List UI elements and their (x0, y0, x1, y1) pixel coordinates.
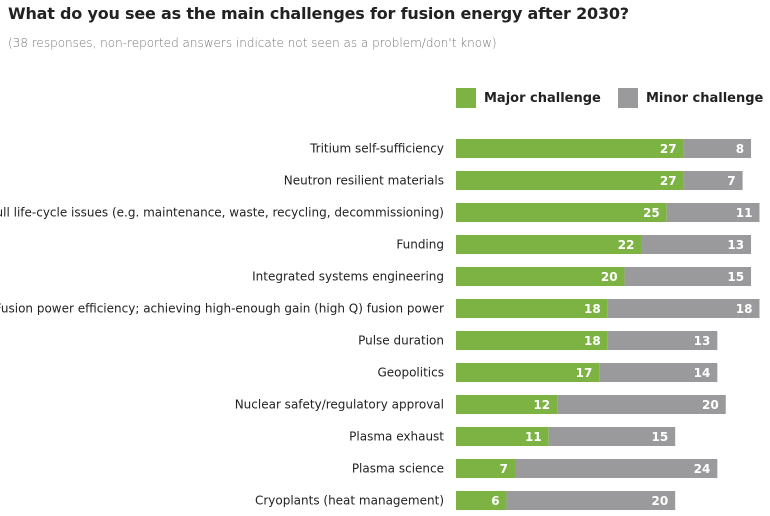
minor-bar (683, 171, 743, 190)
minor-value-label: 8 (736, 142, 744, 156)
category-label: Nuclear safety/regulatory approval (235, 398, 444, 412)
minor-value-label: 24 (694, 462, 711, 476)
minor-bar (548, 427, 676, 446)
major-bar (456, 139, 684, 158)
major-bar (456, 363, 600, 382)
legend-item-major: Major challenge (456, 88, 601, 108)
major-value-label: 17 (576, 366, 593, 380)
category-label: Pulse duration (358, 334, 444, 348)
minor-value-label: 20 (651, 494, 668, 508)
chart-title: What do you see as the main challenges f… (8, 4, 629, 23)
major-value-label: 25 (643, 206, 660, 220)
legend-item-minor: Minor challenge (618, 88, 763, 108)
category-label: Plasma exhaust (349, 430, 444, 444)
category-label: Plasma science (352, 462, 444, 476)
minor-bar (607, 331, 718, 350)
major-bar (456, 427, 549, 446)
minor-value-label: 14 (694, 366, 711, 380)
major-bar (456, 203, 667, 222)
major-value-label: 12 (533, 398, 550, 412)
minor-value-label: 13 (694, 334, 711, 348)
major-value-label: 20 (601, 270, 618, 284)
category-label: Funding (396, 238, 444, 252)
minor-bar (506, 491, 676, 510)
minor-value-label: 11 (736, 206, 753, 220)
legend-swatch-minor (618, 88, 638, 108)
major-value-label: 27 (660, 142, 677, 156)
major-bar (456, 235, 642, 254)
category-label: Full life-cycle issues (e.g. maintenance… (0, 206, 444, 220)
category-label: Fusion power efficiency; achieving high-… (0, 302, 444, 316)
minor-bar (607, 299, 760, 318)
minor-value-label: 15 (727, 270, 744, 284)
major-value-label: 18 (584, 334, 601, 348)
major-value-label: 11 (525, 430, 542, 444)
category-label: Tritium self-sufficiency (309, 142, 444, 156)
minor-value-label: 20 (702, 398, 719, 412)
category-label: Integrated systems engineering (252, 270, 444, 284)
category-label: Neutron resilient materials (284, 174, 444, 188)
minor-value-label: 13 (727, 238, 744, 252)
major-value-label: 7 (500, 462, 508, 476)
major-bar (456, 395, 558, 414)
legend-label-minor: Minor challenge (646, 90, 764, 106)
major-bar (456, 331, 608, 350)
major-value-label: 22 (618, 238, 635, 252)
minor-bar (557, 395, 726, 414)
major-bar (456, 267, 625, 286)
minor-value-label: 7 (727, 174, 735, 188)
minor-bar (624, 267, 752, 286)
legend-label-major: Major challenge (484, 90, 601, 106)
minor-bar (683, 139, 752, 158)
major-bar (456, 491, 507, 510)
minor-bar (599, 363, 718, 382)
major-value-label: 6 (491, 494, 499, 508)
minor-value-label: 15 (651, 430, 668, 444)
minor-value-label: 18 (736, 302, 753, 316)
category-label: Cryoplants (heat management) (255, 494, 444, 508)
minor-bar (515, 459, 718, 478)
category-label: Geopolitics (377, 366, 444, 380)
minor-bar (666, 203, 760, 222)
legend-swatch-major (456, 88, 476, 108)
major-bar (456, 171, 684, 190)
major-bar (456, 299, 608, 318)
chart-subtitle: (38 responses, non-reported answers indi… (8, 36, 497, 50)
minor-bar (641, 235, 752, 254)
major-value-label: 27 (660, 174, 677, 188)
major-bar (456, 459, 516, 478)
major-value-label: 18 (584, 302, 601, 316)
